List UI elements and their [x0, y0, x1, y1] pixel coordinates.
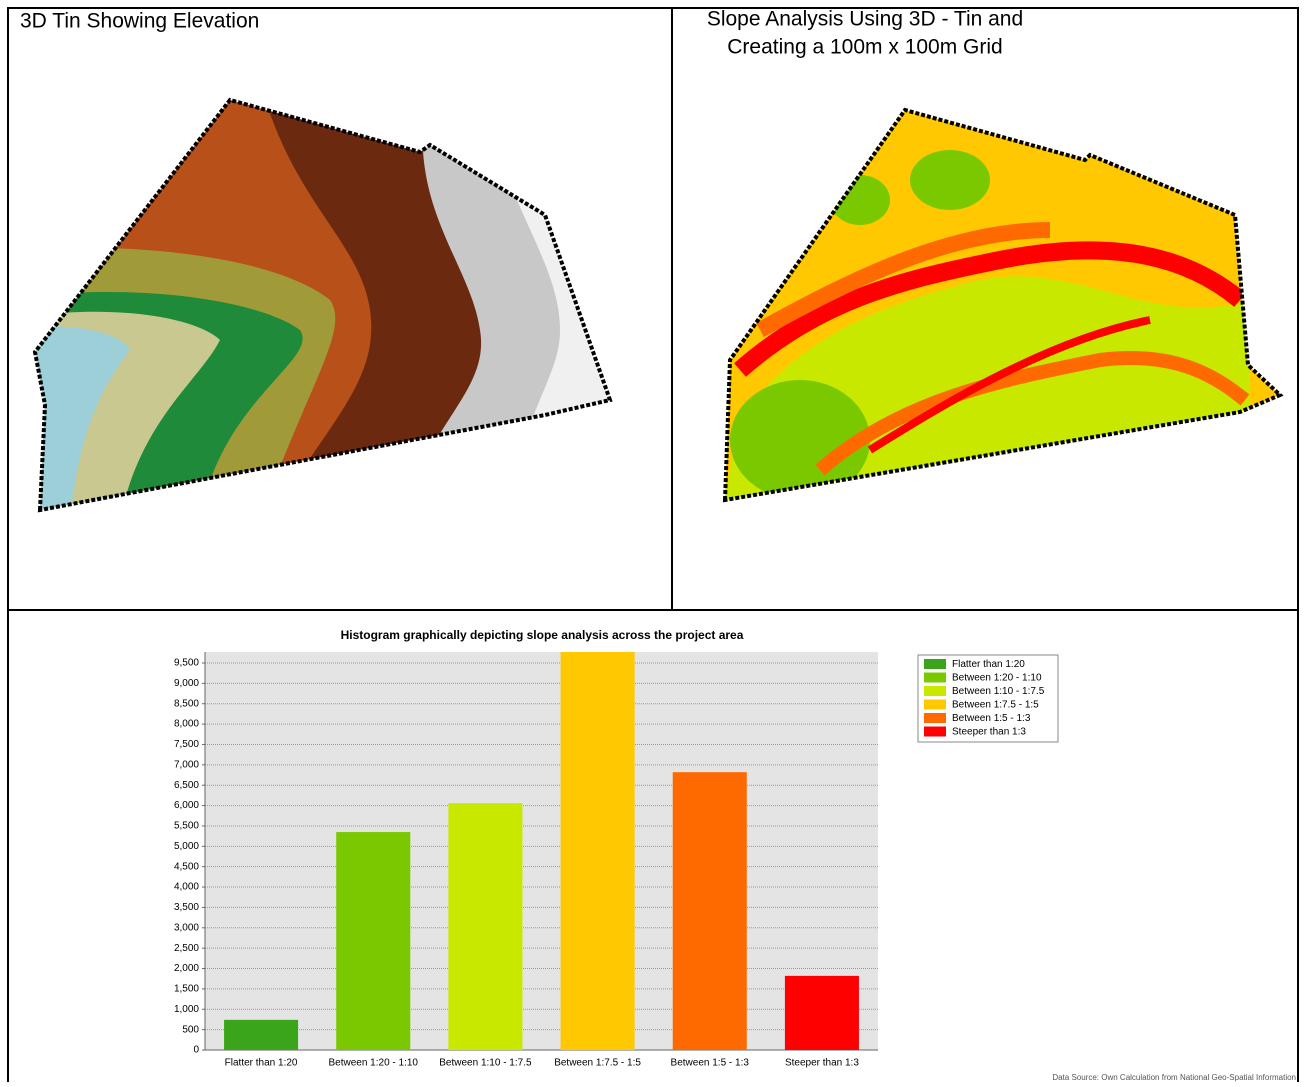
panel-title: Creating a 100m x 100m Grid	[727, 36, 1002, 59]
y-tick-label: 0	[193, 1045, 199, 1056]
legend-swatch	[924, 673, 946, 683]
x-tick-label: Between 1:5 - 1:3	[671, 1058, 750, 1069]
y-tick-label: 4,000	[174, 882, 199, 893]
bar	[561, 652, 635, 1050]
y-tick-label: 6,000	[174, 800, 199, 811]
legend-label: Between 1:7.5 - 1:5	[952, 700, 1039, 711]
figure: 3D Tin Showing Elevation Slope Analysis …	[0, 0, 1306, 1082]
y-tick-label: 2,500	[174, 943, 199, 954]
legend-label: Between 1:20 - 1:10	[952, 673, 1042, 684]
y-tick-label: 500	[182, 1024, 199, 1035]
plot-area	[205, 652, 878, 1050]
legend-label: Steeper than 1:3	[952, 727, 1026, 738]
x-tick-label: Between 1:10 - 1:7.5	[439, 1058, 532, 1069]
y-tick-label: 9,000	[174, 678, 199, 689]
y-tick-label: 2,000	[174, 963, 199, 974]
elevation-map	[0, 80, 700, 540]
bar	[785, 976, 859, 1050]
y-tick-label: 1,500	[174, 984, 199, 995]
legend-swatch	[924, 727, 946, 737]
legend-label: Between 1:10 - 1:7.5	[952, 686, 1045, 697]
x-tick-label: Flatter than 1:20	[225, 1058, 298, 1069]
y-tick-label: 7,000	[174, 759, 199, 770]
legend-swatch	[924, 686, 946, 696]
y-tick-label: 1,000	[174, 1004, 199, 1015]
y-tick-label: 3,500	[174, 902, 199, 913]
bar	[336, 832, 410, 1050]
legend-swatch	[924, 713, 946, 723]
panel-title: 3D Tin Showing Elevation	[20, 10, 259, 33]
slope-map	[720, 100, 1290, 520]
source-note: Data Source: Own Calculation from Nation…	[1052, 1073, 1296, 1082]
y-tick-label: 9,500	[174, 658, 199, 669]
legend-swatch	[924, 659, 946, 669]
y-tick-label: 8,000	[174, 719, 199, 730]
y-tick-label: 3,000	[174, 922, 199, 933]
bar	[224, 1020, 298, 1050]
y-tick-label: 4,500	[174, 861, 199, 872]
y-tick-label: 5,500	[174, 821, 199, 832]
x-tick-label: Steeper than 1:3	[785, 1058, 859, 1069]
x-tick-label: Between 1:7.5 - 1:5	[554, 1058, 641, 1069]
panel-title: Slope Analysis Using 3D - Tin and	[707, 8, 1023, 31]
y-tick-label: 7,500	[174, 739, 199, 750]
legend-label: Flatter than 1:20	[952, 659, 1025, 670]
x-tick-label: Between 1:20 - 1:10	[328, 1058, 418, 1069]
y-tick-label: 6,500	[174, 780, 199, 791]
bar	[448, 803, 522, 1050]
y-tick-label: 5,000	[174, 841, 199, 852]
legend-label: Between 1:5 - 1:3	[952, 713, 1031, 724]
chart-title: Histogram graphically depicting slope an…	[341, 628, 744, 642]
y-tick-label: 8,500	[174, 698, 199, 709]
bar	[673, 772, 747, 1050]
legend-swatch	[924, 700, 946, 710]
